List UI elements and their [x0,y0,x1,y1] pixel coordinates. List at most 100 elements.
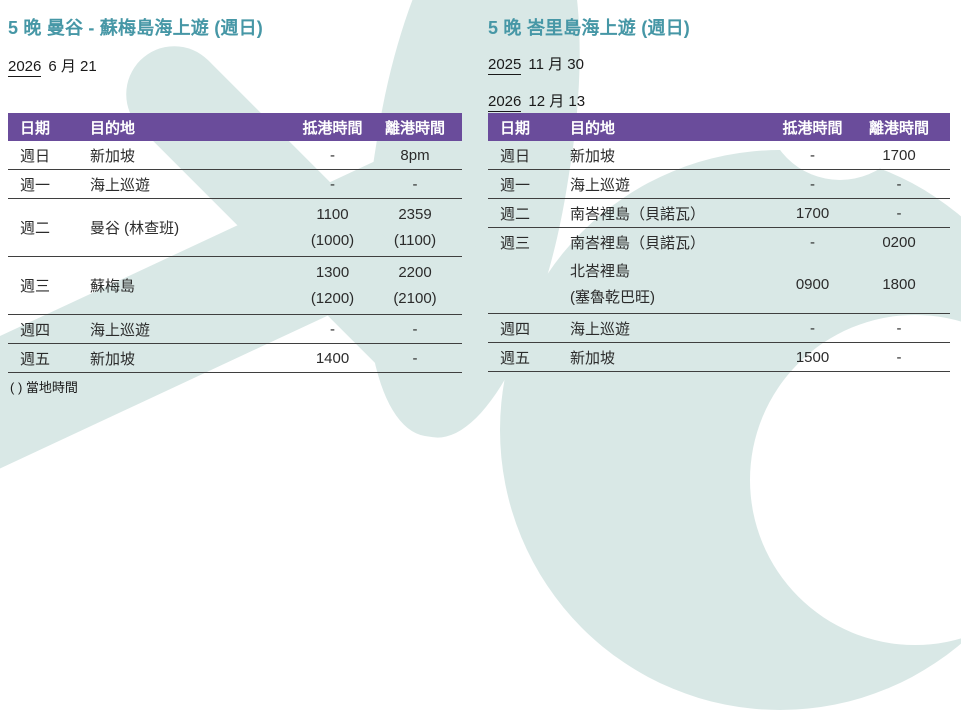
itinerary-row: 週五 新加坡 1400 - [8,344,462,373]
departure-time-cell: 1700 [882,146,916,164]
itinerary-row: 週二 曼谷 (林查班) 1100 (1000) 2359 (1100) [8,199,462,257]
destination-cell: 曼谷 (林查班) [90,220,180,237]
day-cell: 週日 [20,147,51,165]
arrival-local-time: (1000) [310,231,355,249]
destination-cell: 海上巡遊 [570,176,631,194]
itinerary-table: 日期 目的地 抵港時間 離港時間 週日 新加坡 - 8pm 週一 海上巡遊 - … [8,113,462,373]
arrival-time-cell: - [330,175,335,193]
arrival-time-cell: - [810,175,815,193]
arrival-time-cell: 0900 [795,276,830,293]
destination-line2: (塞魯乾巴旺) [570,288,655,306]
day-cell: 週五 [500,349,531,367]
arrival-local-time: (1200) [310,289,355,307]
arrival-time-cell: 1500 [795,348,830,366]
itinerary-table: 日期 目的地 抵港時間 離港時間 週日 新加坡 - 1700 週一 海上巡遊 -… [488,113,950,372]
cruise-block-bali: 5 晚 峇里島海上遊 (週日) 2025 11 月 30 2026 12 月 13 … [488,16,950,372]
column-header-destination: 目的地 [90,119,136,137]
destination-cell: 新加坡 [570,349,616,367]
departure-ship-time: 2359 [398,205,432,223]
departure-time-cell: 0200 [882,233,916,251]
departure-time-cell: - [896,204,902,222]
day-cell: 週四 [20,321,51,339]
departure-time-cell: - [896,319,902,337]
arrival-ship-time: 1300 [315,263,350,281]
departure-local-time: (1100) [393,231,437,249]
column-header-departure: 離港時間 [384,119,445,137]
itinerary-row: 週日 新加坡 - 1700 [488,141,950,170]
day-cell: 週一 [500,176,531,194]
table-header-row: 日期 目的地 抵港時間 離港時間 [488,113,950,141]
itinerary-row-continuation: 北峇裡島 (塞魯乾巴旺) 0900 1800 [488,256,950,314]
destination-cell: 新加坡 [90,147,136,165]
sailing-year: 2025 [488,56,522,75]
sailing-year: 2026 [8,58,42,77]
arrival-time-cell: 1700 [795,204,830,222]
itinerary-row: 週四 海上巡遊 - - [8,315,462,344]
departure-time-cell: - [896,348,902,366]
sailing-day-month: 6 月 21 [48,58,97,75]
destination-cell: 北峇裡島 (塞魯乾巴旺) [570,259,765,311]
departure-time-cell: - [412,320,418,338]
departure-time-cell: 1800 [882,276,916,293]
departure-time-cell: - [412,175,418,193]
column-header-date: 日期 [20,119,51,137]
column-header-destination: 目的地 [570,119,616,137]
cruise-title: 5 晚 曼谷 - 蘇梅島海上遊 (週日) [8,18,263,38]
itinerary-row: 週一 海上巡遊 - - [488,170,950,199]
sailing-date: 2026 12 月 13 [488,91,950,112]
arrival-time-cell: - [330,320,335,338]
destination-cell: 蘇梅島 [90,278,136,295]
arrival-time-cell: - [810,146,815,164]
column-header-date: 日期 [500,119,531,137]
local-time-note: ( ) 當地時間 [10,380,78,395]
day-cell: 週五 [20,350,51,368]
itinerary-row: 週五 新加坡 1500 - [488,343,950,372]
day-cell: 週三 [500,234,531,252]
arrival-time-cell: 1400 [315,349,350,367]
column-header-departure: 離港時間 [868,119,929,137]
itinerary-row: 週日 新加坡 - 8pm [8,141,462,170]
arrival-time-cell: 1300 (1200) [285,260,380,312]
destination-cell: 新加坡 [90,350,136,368]
day-cell: 週二 [500,205,531,223]
sailing-date: 2026 6 月 21 [8,56,462,77]
departure-time-cell: 2359 (1100) [380,202,450,254]
destination-cell: 南峇裡島（貝諾瓦） [570,205,706,223]
departure-local-time: (2100) [393,289,437,307]
cruise-block-bangkok-samui: 5 晚 曼谷 - 蘇梅島海上遊 (週日) 2026 6 月 21 日期 目的地 抵… [8,16,462,396]
sailing-date: 2025 11 月 30 [488,54,950,75]
itinerary-row: 週三 南峇裡島（貝諾瓦） - 0200 [488,228,950,256]
column-header-arrival: 抵港時間 [302,119,363,137]
itinerary-row: 週二 南峇裡島（貝諾瓦） 1700 - [488,199,950,228]
itinerary-row: 週一 海上巡遊 - - [8,170,462,199]
day-cell: 週日 [500,147,531,165]
sailing-day-month: 12 月 13 [528,93,586,110]
itinerary-row: 週三 蘇梅島 1300 (1200) 2200 (2100) [8,257,462,315]
day-cell: 週三 [20,278,51,295]
table-header-row: 日期 目的地 抵港時間 離港時間 [8,113,462,141]
destination-line1: 北峇裡島 [570,262,631,280]
arrival-time-cell: - [330,146,335,164]
destination-cell: 海上巡遊 [570,320,631,338]
day-cell: 週一 [20,176,51,194]
cruise-title: 5 晚 峇里島海上遊 (週日) [488,18,691,38]
sailing-year: 2026 [488,93,522,112]
departure-time-cell: - [896,175,902,193]
day-cell: 週二 [20,220,51,237]
destination-cell: 新加坡 [570,147,616,165]
arrival-ship-time: 1100 [316,205,349,223]
column-header-arrival: 抵港時間 [782,119,843,137]
sailing-day-month: 11 月 30 [528,56,584,73]
day-cell: 週四 [500,320,531,338]
departure-ship-time: 2200 [398,263,432,281]
departure-time-cell: - [412,349,418,367]
arrival-time-cell: 1100 (1000) [285,202,380,254]
destination-cell: 海上巡遊 [90,321,151,339]
departure-time-cell: 2200 (2100) [380,260,450,312]
destination-cell: 海上巡遊 [90,176,151,194]
arrival-time-cell: - [810,319,815,337]
departure-time-cell: 8pm [400,146,430,164]
destination-cell: 南峇裡島（貝諾瓦） [570,234,706,252]
arrival-time-cell: - [810,233,815,251]
itinerary-row: 週四 海上巡遊 - - [488,314,950,343]
